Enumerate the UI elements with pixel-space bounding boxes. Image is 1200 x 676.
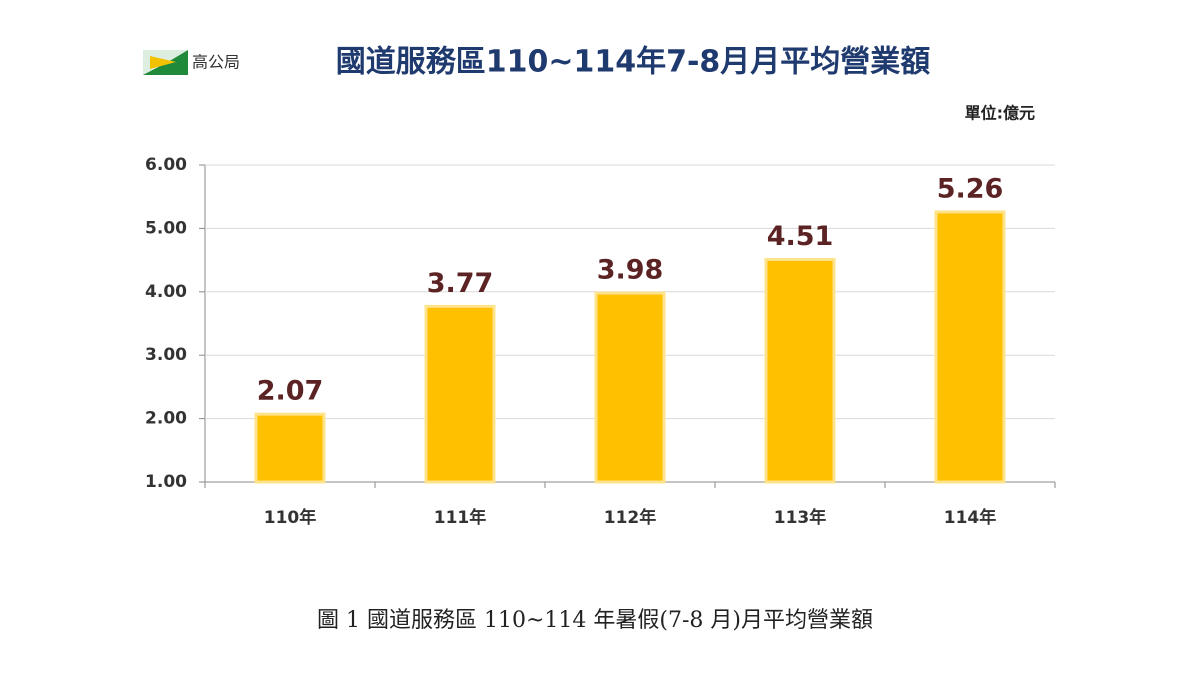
caption: 圖 1 國道服務區 110~114 年暑假(7-8 月)月平均營業額 xyxy=(317,608,873,633)
bar xyxy=(594,291,666,484)
value-label: 3.77 xyxy=(427,268,494,299)
logo: 高公局 xyxy=(143,50,240,75)
value-label: 3.98 xyxy=(597,255,664,286)
logo-text: 高公局 xyxy=(192,53,240,72)
value-label: 4.51 xyxy=(767,221,834,252)
x-tick-label: 111年 xyxy=(434,507,487,528)
x-tick-label: 112年 xyxy=(604,507,657,528)
y-tick-label: 6.00 xyxy=(145,155,187,175)
value-label: 2.07 xyxy=(257,376,324,407)
chart-title: 國道服務區110~114年7-8月月平均營業額 xyxy=(336,45,931,80)
bar xyxy=(424,304,496,484)
y-tick-label: 2.00 xyxy=(145,409,187,429)
bar xyxy=(764,257,836,484)
y-tick-label: 5.00 xyxy=(145,218,187,238)
value-label: 5.26 xyxy=(937,173,1004,204)
x-tick-label: 113年 xyxy=(774,507,827,528)
y-tick-label: 4.00 xyxy=(145,282,187,302)
logo-arrow xyxy=(150,56,176,69)
unit-label: 單位:億元 xyxy=(965,104,1035,123)
bar xyxy=(934,210,1006,484)
y-tick-label: 1.00 xyxy=(145,472,187,492)
x-tick-label: 114年 xyxy=(944,507,997,528)
bar xyxy=(254,412,326,484)
x-tick-label: 110年 xyxy=(264,507,317,528)
y-tick-label: 3.00 xyxy=(145,345,187,365)
